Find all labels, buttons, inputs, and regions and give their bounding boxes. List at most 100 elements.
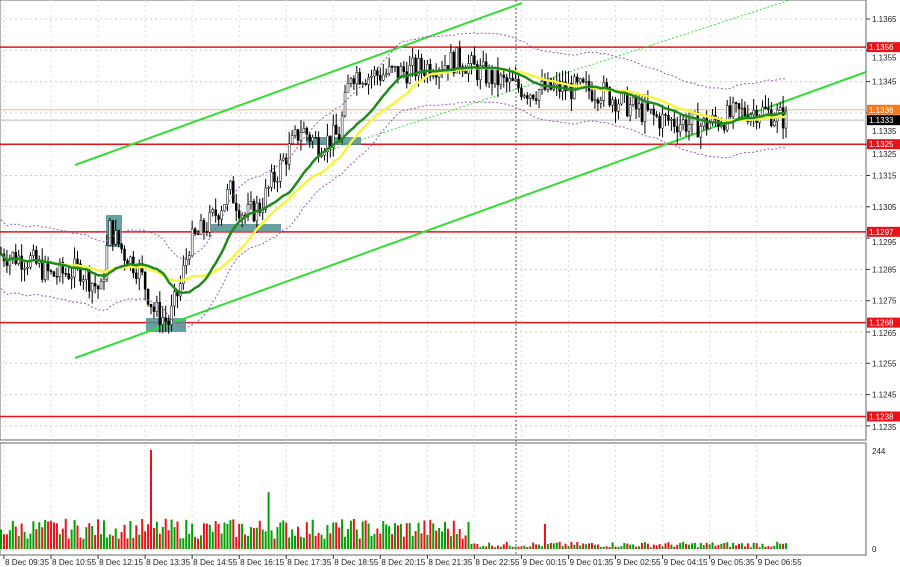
candle-body	[382, 74, 385, 81]
volume-bar	[55, 523, 58, 549]
volume-bar	[417, 522, 420, 549]
volume-bar	[364, 520, 367, 549]
candle-body	[114, 230, 117, 245]
x-tick-label: 8 Dec 16:15	[240, 558, 285, 567]
volume-bar	[255, 527, 258, 549]
candle-body	[708, 122, 711, 130]
candle-body	[470, 55, 473, 64]
volume-bar	[676, 544, 679, 549]
volume-bar	[382, 521, 385, 549]
volume-bar	[232, 519, 235, 549]
volume-bar	[670, 544, 673, 549]
envelope-lower	[0, 100, 787, 328]
candle-body	[599, 100, 603, 104]
volume-bar	[449, 536, 452, 549]
candle-body	[284, 157, 288, 165]
volume-bar	[79, 537, 82, 549]
volume-bar	[446, 528, 449, 549]
volume-bar	[638, 546, 641, 549]
volume-bar	[455, 534, 458, 549]
candle-body	[135, 272, 138, 279]
volume-bar	[743, 546, 746, 549]
volume-bar	[214, 520, 217, 549]
candle-body	[593, 99, 597, 101]
candle-body	[608, 87, 611, 106]
candle-body	[235, 202, 238, 211]
volume-bar	[67, 538, 70, 549]
volume-bar	[108, 534, 111, 549]
candle-body	[23, 268, 26, 270]
volume-bar	[332, 522, 335, 549]
volume-bar	[85, 527, 88, 549]
candle-body	[699, 125, 703, 138]
volume-bar	[373, 533, 376, 549]
volume-bar	[267, 492, 270, 549]
candle-body	[652, 108, 655, 115]
volume-bar	[732, 542, 735, 549]
volume-bar	[120, 531, 123, 549]
volume-bar	[285, 522, 288, 549]
volume-bar	[305, 522, 308, 549]
candle-body	[473, 55, 476, 65]
candle-body	[696, 112, 700, 138]
volume-bar	[479, 546, 482, 549]
candle-body	[226, 189, 229, 205]
candle-body	[320, 155, 323, 157]
volume-bar	[335, 522, 338, 549]
volume-bar	[358, 538, 361, 549]
volume-bar	[141, 518, 144, 549]
volume-bar	[155, 521, 158, 549]
volume-bar	[505, 541, 508, 549]
candle-body	[634, 97, 638, 110]
price-label-bg	[867, 317, 900, 328]
volume-bar	[599, 546, 602, 549]
x-tick-label: 8 Dec 18:55	[334, 558, 379, 567]
candle-body	[111, 220, 115, 245]
candle-body	[590, 90, 594, 101]
candle-body	[190, 228, 194, 256]
volume-bar	[735, 545, 738, 549]
y-tick-label: 1.1245	[872, 391, 897, 400]
volume-bar	[414, 531, 417, 549]
candle-body	[193, 228, 197, 234]
candle-body	[308, 134, 312, 142]
candle-body	[208, 211, 212, 233]
volume-bar	[679, 542, 682, 549]
volume-bar	[376, 528, 379, 549]
x-tick-label: 8 Dec 10:55	[52, 558, 97, 567]
bid-label-bg	[867, 115, 900, 126]
x-tick-label: 8 Dec 21:35	[428, 558, 473, 567]
volume-bar	[738, 543, 740, 549]
candle-body	[170, 305, 173, 325]
volume-bar	[105, 537, 108, 549]
volume-bar	[182, 538, 185, 549]
volume-bar	[438, 527, 441, 549]
x-tick-label: 8 Dec 12:15	[99, 558, 144, 567]
volume-bar	[488, 542, 491, 549]
candle-body	[784, 110, 788, 129]
volume-bar	[435, 530, 438, 549]
candle-body	[684, 119, 688, 132]
candle-body	[417, 58, 420, 77]
volume-bar	[526, 547, 529, 549]
candle-body	[778, 107, 782, 111]
candle-body	[102, 278, 106, 282]
y-tick-label: 1.1345	[872, 78, 897, 87]
candle-body	[361, 82, 364, 85]
volume-bar	[367, 523, 370, 549]
candle-body	[82, 279, 85, 282]
volume-bar	[570, 541, 573, 549]
volume-bar	[523, 545, 526, 549]
candle-body	[155, 302, 159, 312]
volume-bar	[705, 542, 708, 549]
candle-body	[655, 114, 658, 117]
volume-bar	[314, 535, 317, 549]
volume-bar	[102, 520, 105, 549]
volume-bar	[355, 529, 358, 549]
volume-bar	[38, 522, 41, 549]
volume-bar	[779, 543, 782, 549]
volume-bar	[502, 544, 505, 549]
volume-bar	[199, 535, 202, 549]
